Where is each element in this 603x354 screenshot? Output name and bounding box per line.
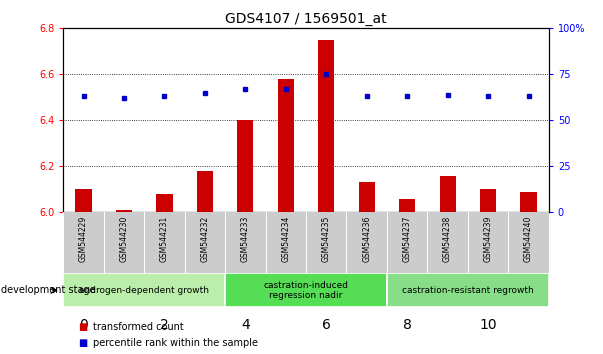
Title: GDS4107 / 1569501_at: GDS4107 / 1569501_at <box>225 12 387 26</box>
Bar <box>225 273 387 307</box>
Text: GSM544239: GSM544239 <box>484 215 493 262</box>
Bar <box>318 40 334 212</box>
Text: GSM544231: GSM544231 <box>160 215 169 262</box>
Bar <box>116 210 132 212</box>
Bar <box>480 189 496 212</box>
Bar <box>75 189 92 212</box>
Text: transformed count: transformed count <box>93 322 184 332</box>
Text: GSM544230: GSM544230 <box>119 215 128 262</box>
Text: GSM544237: GSM544237 <box>403 215 412 262</box>
Bar <box>399 199 415 212</box>
Text: GSM544233: GSM544233 <box>241 215 250 262</box>
Text: GSM544236: GSM544236 <box>362 215 371 262</box>
Text: GSM544235: GSM544235 <box>322 215 331 262</box>
Bar <box>156 194 172 212</box>
Text: androgen-dependent growth: androgen-dependent growth <box>79 286 209 295</box>
Bar <box>387 273 549 307</box>
Text: development stage: development stage <box>1 285 96 295</box>
Bar <box>278 79 294 212</box>
Text: ■: ■ <box>78 338 87 348</box>
Text: GSM544234: GSM544234 <box>281 215 290 262</box>
Text: castration-induced
regression nadir: castration-induced regression nadir <box>264 281 349 300</box>
Bar <box>440 176 456 212</box>
Bar <box>237 120 253 212</box>
Text: GSM544238: GSM544238 <box>443 215 452 262</box>
Bar <box>520 192 537 212</box>
Text: castration-resistant regrowth: castration-resistant regrowth <box>402 286 534 295</box>
Text: ■: ■ <box>78 322 87 332</box>
Bar <box>63 273 225 307</box>
Bar <box>197 171 213 212</box>
Text: GSM544232: GSM544232 <box>200 215 209 262</box>
Text: GSM544229: GSM544229 <box>79 215 88 262</box>
Text: GSM544240: GSM544240 <box>524 215 533 262</box>
Bar <box>359 183 375 212</box>
Text: percentile rank within the sample: percentile rank within the sample <box>93 338 259 348</box>
